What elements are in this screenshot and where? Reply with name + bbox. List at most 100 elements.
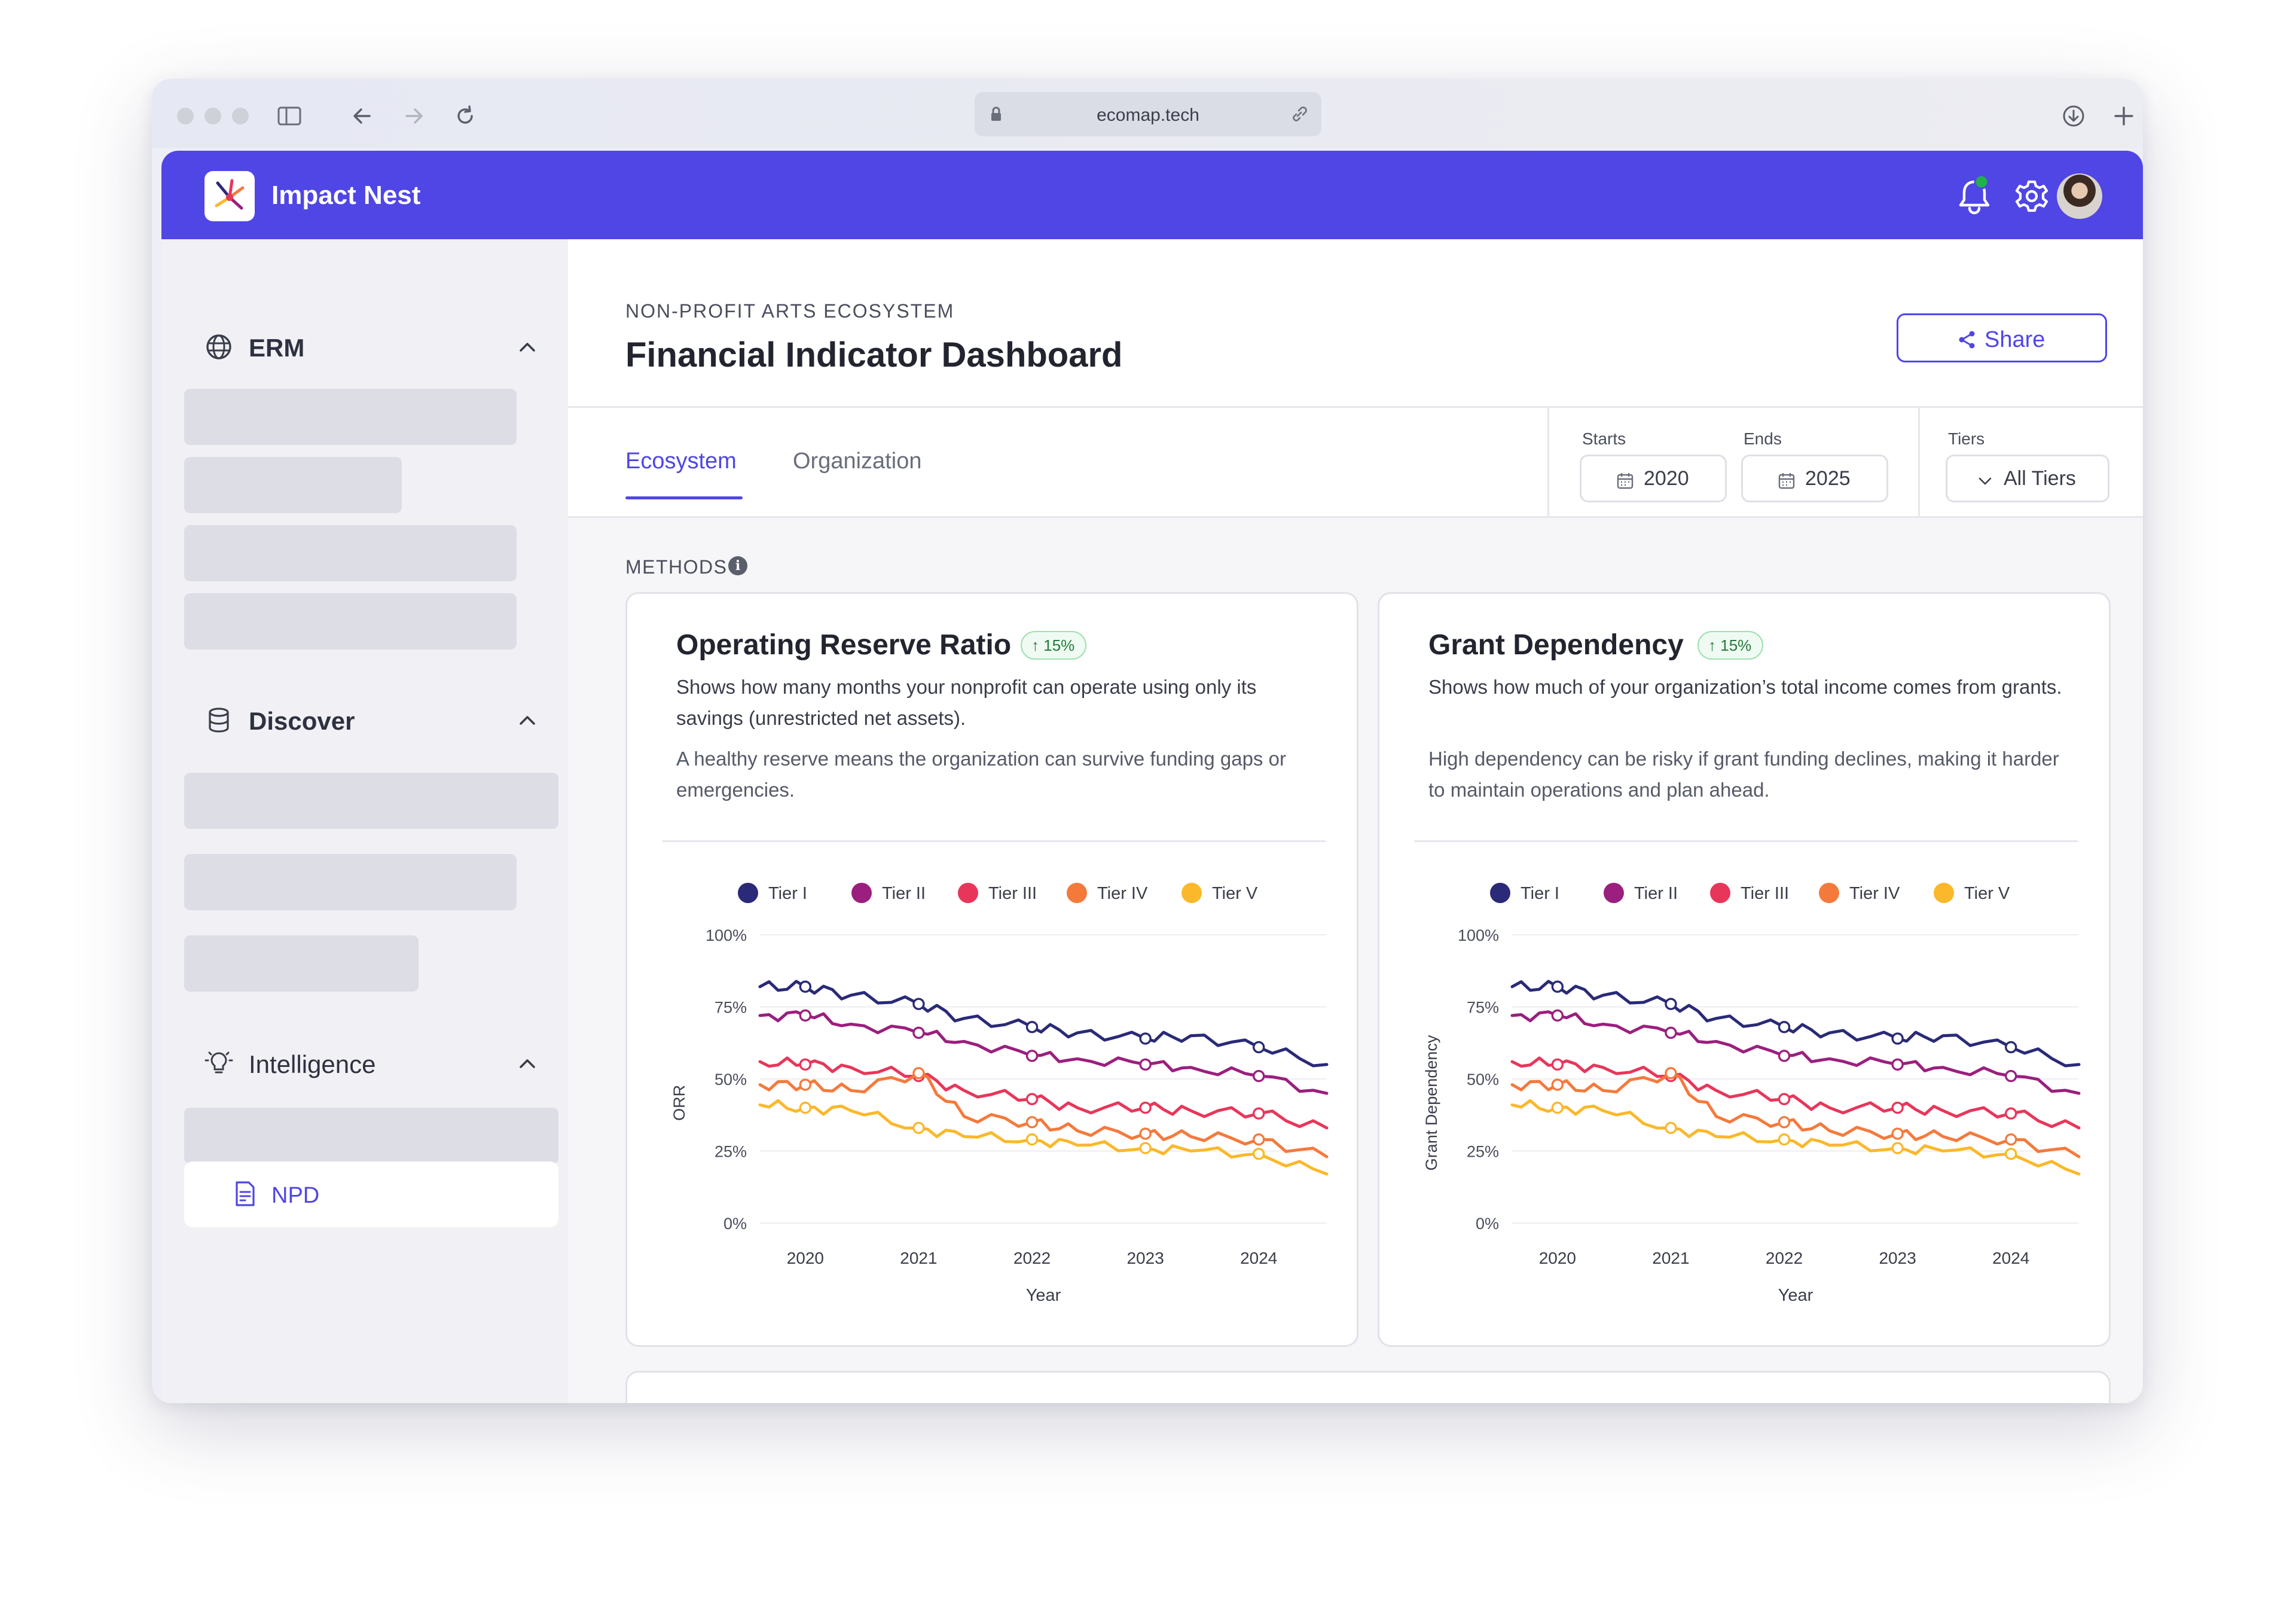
- legend-label: Tier III: [1741, 884, 1789, 903]
- data-point: [2005, 1107, 2017, 1120]
- sidebar-section-title: ERM: [249, 334, 305, 362]
- y-tick-label: 0%: [723, 1215, 747, 1233]
- skeleton-item: [184, 525, 517, 581]
- starts-label: Starts: [1582, 429, 1626, 448]
- y-tick-label: 100%: [706, 926, 747, 944]
- chevron-down-icon: [1979, 477, 1992, 485]
- download-icon[interactable]: [2060, 103, 2087, 129]
- series-line: [1510, 1099, 2081, 1176]
- data-point: [1551, 1058, 1564, 1071]
- legend-swatch: [1604, 883, 1624, 903]
- sidebar-toggle-icon[interactable]: [276, 103, 303, 129]
- data-point: [1778, 1133, 1791, 1146]
- legend-swatch: [1934, 883, 1954, 903]
- data-point: [1139, 1058, 1152, 1071]
- share-button[interactable]: Share: [1897, 313, 2107, 362]
- legend-label: Tier I: [1521, 884, 1559, 903]
- y-tick-label: 75%: [715, 999, 747, 1017]
- y-axis-label: ORR: [670, 1085, 688, 1121]
- legend-swatch: [738, 883, 758, 903]
- chevron-up-icon[interactable]: [515, 335, 539, 359]
- x-tick-label: 2021: [900, 1249, 937, 1267]
- window-maximize-dot[interactable]: [232, 108, 249, 124]
- data-point: [1025, 1133, 1039, 1146]
- legend-label: Tier III: [988, 884, 1037, 903]
- legend-label: Tier IV: [1849, 884, 1900, 903]
- y-tick-label: 100%: [1458, 926, 1499, 944]
- notification-bell-icon[interactable]: [1952, 173, 1997, 219]
- data-point: [1253, 1148, 1265, 1160]
- url-bar[interactable]: ecomap.tech: [975, 92, 1321, 136]
- sidebar-section-erm[interactable]: ERM: [204, 328, 539, 364]
- x-tick-label: 2024: [1992, 1249, 2029, 1267]
- x-axis-label: Year: [1778, 1286, 1813, 1305]
- x-tick-label: 2021: [1652, 1249, 1689, 1267]
- top-navbar: Impact Nest: [161, 151, 2143, 239]
- settings-gear-icon[interactable]: [2009, 173, 2054, 219]
- new-tab-plus-icon[interactable]: [2111, 103, 2137, 129]
- series-line: [758, 1010, 1329, 1095]
- data-point: [1778, 1050, 1791, 1062]
- data-point: [1253, 1041, 1265, 1054]
- filter-divider: [1547, 408, 1549, 518]
- sidebar-item-npd[interactable]: NPD: [184, 1161, 558, 1227]
- card-description-secondary: High dependency can be risky if grant fu…: [1428, 748, 2059, 801]
- data-point: [1778, 1093, 1791, 1105]
- data-point: [1025, 1050, 1039, 1062]
- tab-organization[interactable]: Organization: [793, 449, 922, 474]
- reload-icon[interactable]: [452, 103, 478, 129]
- link-icon[interactable]: [1289, 104, 1309, 124]
- filter-divider: [1918, 408, 1920, 518]
- tabs-bar: Ecosystem Organization Starts 2020 Ends: [568, 408, 2143, 518]
- active-tab-indicator: [625, 496, 743, 499]
- data-point: [1891, 1142, 1904, 1154]
- trend-badge: ↑ 15%: [1021, 631, 1087, 660]
- data-point: [1551, 980, 1564, 993]
- data-point: [1778, 1021, 1791, 1033]
- series-line: [1510, 1010, 2081, 1095]
- tab-ecosystem[interactable]: Ecosystem: [625, 449, 737, 474]
- y-axis-label: Grant Dependency: [1422, 1035, 1440, 1170]
- window-close-dot[interactable]: [177, 108, 194, 124]
- ends-date-picker[interactable]: 2025: [1741, 455, 1888, 502]
- card-divider: [1414, 840, 2078, 842]
- legend-swatch: [1067, 883, 1087, 903]
- skeleton-item: [184, 854, 517, 910]
- skeleton-item: [184, 457, 402, 513]
- legend-swatch: [1490, 883, 1510, 903]
- card-operating-reserve-ratio: Operating Reserve Ratio ↑ 15% Shows how …: [625, 592, 1358, 1347]
- forward-arrow-icon[interactable]: [401, 103, 427, 129]
- browser-chrome: ecomap.tech: [152, 79, 2143, 148]
- skeleton-item: [184, 389, 517, 445]
- chevron-up-icon[interactable]: [515, 708, 539, 732]
- share-icon: [1959, 331, 1975, 349]
- document-icon: [236, 1181, 255, 1206]
- sidebar-section-intelligence[interactable]: Intelligence: [204, 1044, 539, 1080]
- legend-label: Tier II: [882, 884, 926, 903]
- user-avatar[interactable]: [2057, 173, 2102, 219]
- data-point: [912, 1121, 925, 1135]
- chevron-up-icon[interactable]: [515, 1051, 539, 1075]
- badge-value: 15%: [1043, 636, 1075, 654]
- skeleton-item: [184, 593, 517, 650]
- info-icon[interactable]: i: [728, 556, 747, 575]
- data-point: [1139, 1142, 1152, 1154]
- tiers-select[interactable]: All Tiers: [1946, 455, 2109, 502]
- x-tick-label: 2024: [1240, 1249, 1277, 1267]
- window-minimize-dot[interactable]: [204, 108, 221, 124]
- starts-date-picker[interactable]: 2020: [1580, 455, 1727, 502]
- data-point: [1891, 1127, 1904, 1140]
- card-title: Grant Dependency: [1428, 629, 1684, 661]
- sidebar-section-discover[interactable]: Discover: [204, 701, 539, 737]
- x-tick-label: 2020: [787, 1249, 824, 1267]
- card-description: Shows how many months your nonprofit can…: [676, 676, 1257, 729]
- data-point: [912, 1067, 925, 1080]
- page-header: NON-PROFIT ARTS ECOSYSTEM Financial Indi…: [568, 239, 2143, 408]
- app-logo[interactable]: [204, 171, 255, 221]
- legend-swatch: [958, 883, 978, 903]
- y-tick-label: 50%: [715, 1071, 747, 1088]
- back-arrow-icon[interactable]: [349, 103, 375, 129]
- x-tick-label: 2022: [1766, 1249, 1803, 1267]
- sidebar-section-title: Discover: [249, 707, 355, 735]
- lock-icon: [991, 106, 1001, 121]
